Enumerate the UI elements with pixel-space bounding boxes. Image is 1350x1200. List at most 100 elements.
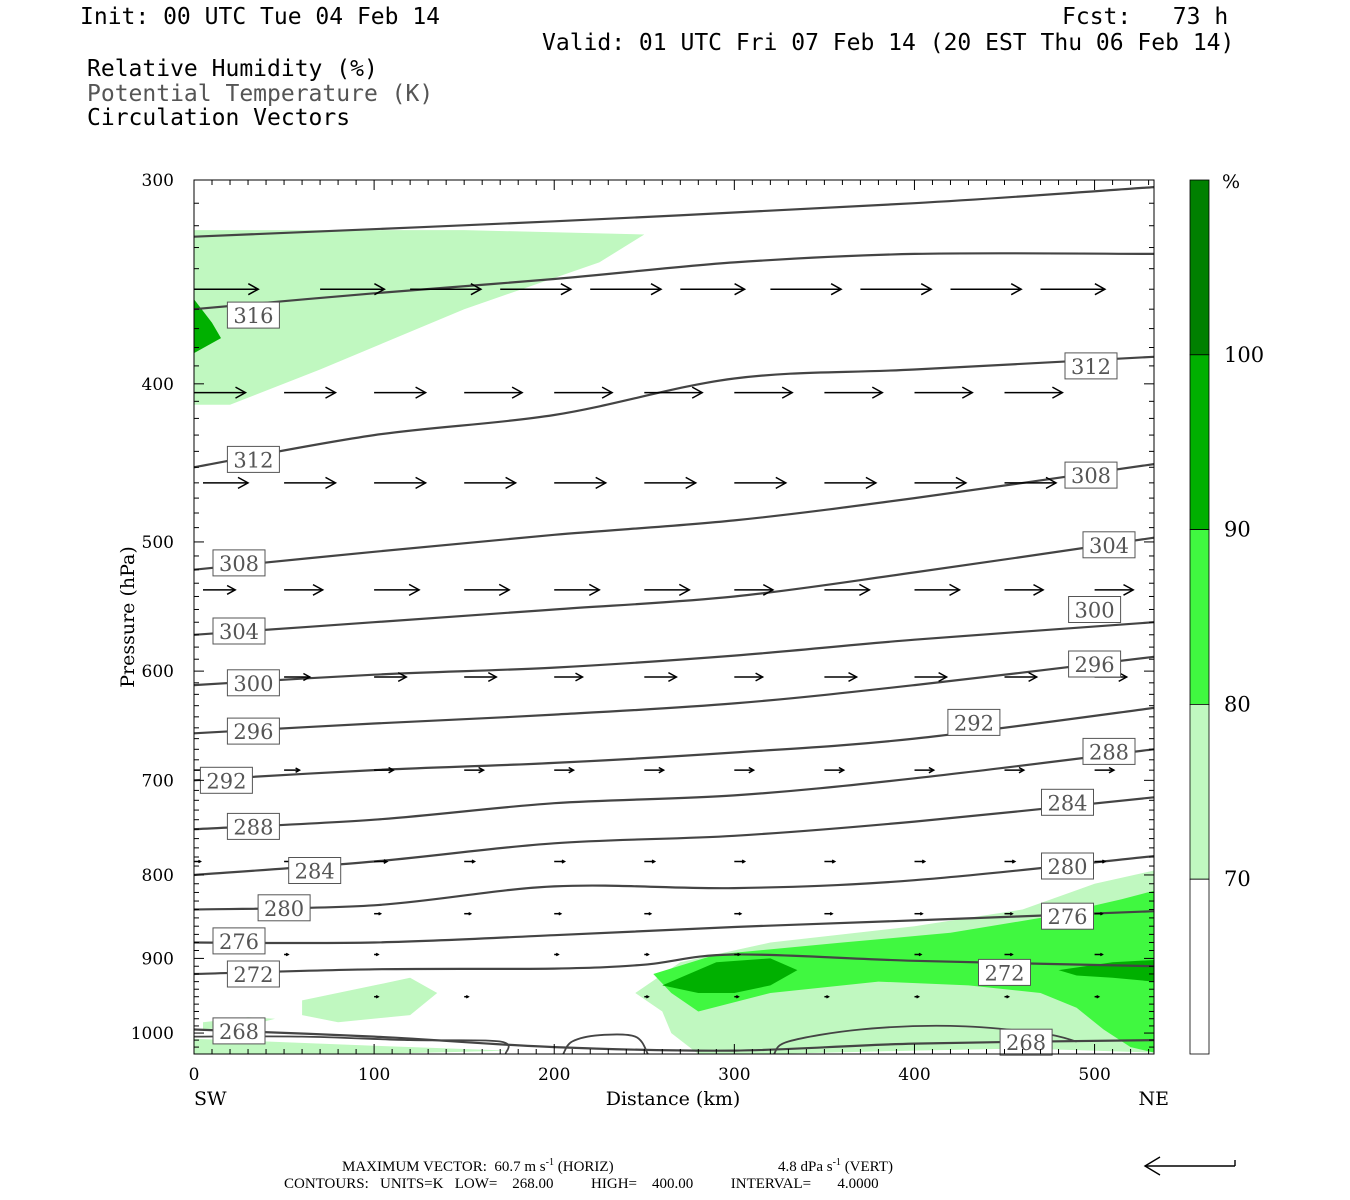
vector-49	[1004, 671, 1039, 683]
vector-89	[1094, 952, 1104, 957]
vector-64	[374, 859, 389, 864]
theta-contour-284	[194, 796, 1154, 877]
colorbar-swatch-4	[1189, 878, 1210, 1055]
contour-label-268: 268	[1006, 1031, 1046, 1055]
contour-label-box-10	[212, 927, 266, 955]
vector-59	[914, 766, 936, 774]
rh-region-80-5	[653, 890, 1154, 1053]
contour-label-box-8	[288, 857, 342, 884]
vector-33	[464, 583, 511, 597]
vector-71	[1004, 859, 1017, 864]
reference-vector-arrow	[1143, 1156, 1236, 1176]
rh-region-70-2	[194, 1038, 510, 1054]
y-tick-label-400: 400	[142, 375, 174, 395]
max-vector-line: MAXIMUM VECTOR: 60.7 m s-1 (HORIZ)	[342, 1157, 614, 1176]
vector-97	[1094, 994, 1101, 999]
contour-label-box-19	[1082, 737, 1136, 765]
contours-info: CONTOURS: UNITS=K LOW= 268.00 HIGH= 400.…	[284, 1176, 879, 1192]
contour-label-box-17	[1068, 650, 1122, 678]
vector-38	[914, 583, 962, 597]
contour-label-272: 272	[984, 961, 1024, 985]
valid-time: Valid: 01 UTC Fri 07 Feb 14 (20 EST Thu …	[542, 30, 1235, 56]
contour-label-box-24	[999, 1028, 1053, 1056]
vector-36	[734, 583, 775, 596]
contour-label-box-0	[226, 301, 280, 329]
contour-label-box-11	[226, 960, 280, 988]
vector-25	[644, 476, 698, 490]
contour-label-box-13	[1064, 352, 1118, 380]
vector-35	[644, 583, 691, 597]
contour-label-box-9	[257, 894, 311, 922]
theta-contour-300	[194, 621, 1154, 687]
field-vectors: Circulation Vectors	[87, 105, 351, 131]
field-rh: Relative Humidity (%)	[87, 56, 378, 82]
contour-labels: 3163123083043002962922882842802762722683…	[199, 301, 1136, 1056]
plot-frame	[193, 179, 1155, 1055]
colorbar-unit: %	[1222, 171, 1240, 193]
theta-contour-320	[194, 186, 1154, 238]
vector-37	[824, 583, 871, 597]
vector-19	[1004, 386, 1064, 399]
theta-contour-280	[194, 855, 1154, 911]
colorbar-swatch-1	[1189, 354, 1210, 530]
vector-54	[464, 766, 486, 774]
theta-contour-308	[194, 463, 1154, 571]
vector-90	[374, 994, 380, 999]
vector-47	[824, 671, 859, 683]
colorbar-swatch-2	[1189, 529, 1210, 705]
y-tick-label-800: 800	[142, 866, 174, 886]
x-tick-label-300: 300	[718, 1065, 750, 1085]
contour-label-272: 272	[233, 963, 273, 987]
contour-label-288: 288	[233, 815, 273, 839]
contour-label-box-12	[212, 1017, 266, 1045]
vector-29	[1004, 476, 1058, 490]
vector-9	[1040, 283, 1107, 296]
vector-15	[644, 386, 704, 399]
vector-55	[554, 766, 576, 774]
vector-62	[194, 859, 202, 864]
vector-6	[770, 283, 843, 296]
theta-contour-268	[194, 1028, 1154, 1052]
contour-label-308: 308	[219, 552, 259, 576]
contour-label-box-4	[226, 669, 280, 697]
y-tick-label-1000: 1000	[131, 1024, 174, 1044]
max-horiz-tail: (HORIZ)	[554, 1159, 614, 1175]
vector-85	[644, 952, 650, 957]
y-tick-label-500: 500	[142, 533, 174, 553]
vector-87	[914, 952, 923, 957]
max-vert-value: 4.8 dPa s	[778, 1159, 833, 1175]
vector-24	[554, 476, 608, 490]
vector-93	[734, 994, 740, 999]
vector-76	[644, 911, 653, 916]
max-vert-tail: (VERT)	[840, 1159, 893, 1175]
vector-32	[374, 583, 421, 597]
vector-94	[824, 994, 830, 999]
rh-region-90-6	[662, 958, 798, 993]
contour-label-292: 292	[206, 769, 246, 793]
max-vert-line: 4.8 dPa s-1 (VERT)	[778, 1157, 893, 1176]
x-end-left: SW	[194, 1088, 227, 1110]
vector-3	[500, 283, 573, 296]
contour-label-296: 296	[233, 720, 273, 744]
vector-45	[644, 671, 678, 683]
theta-contour-closed-1	[562, 1033, 649, 1054]
axis-ticks: 0 100 200 300 400 500 300 400 500 600 700 800 900 100…	[131, 171, 1154, 1085]
contour-label-box-14	[1064, 461, 1118, 489]
x-tick-label-400: 400	[898, 1065, 930, 1085]
vector-96	[1004, 994, 1011, 999]
y-tick-label-700: 700	[142, 771, 174, 791]
vector-80	[1004, 911, 1014, 916]
contour-label-box-23	[978, 958, 1031, 986]
contour-label-308: 308	[1071, 464, 1111, 488]
contour-label-300: 300	[233, 672, 273, 696]
vector-7	[860, 283, 933, 296]
vector-53	[374, 766, 395, 774]
vector-74	[464, 911, 473, 916]
vector-43	[464, 671, 498, 683]
vector-44	[554, 672, 585, 682]
vector-21	[284, 476, 338, 490]
contour-label-284: 284	[295, 860, 335, 884]
rh-region-70-3	[302, 977, 438, 1023]
vector-13	[464, 386, 524, 399]
